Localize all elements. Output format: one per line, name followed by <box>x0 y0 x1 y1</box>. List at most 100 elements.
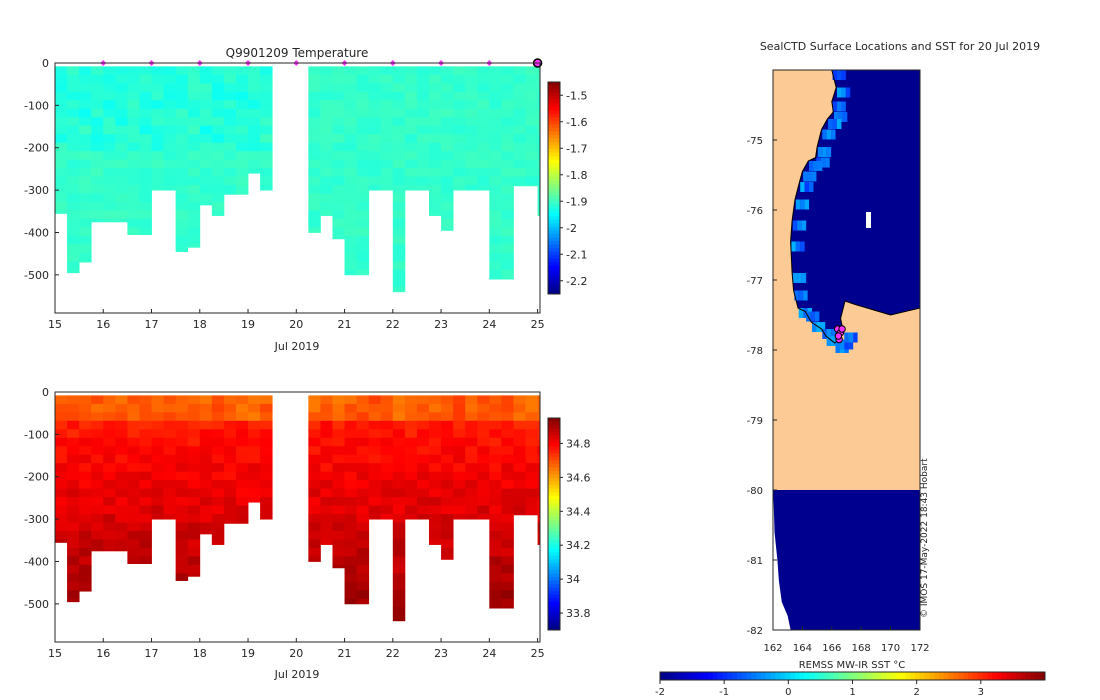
data-cell <box>260 412 273 422</box>
colorbar-step <box>698 672 704 680</box>
x-tick-label: 22 <box>386 647 400 660</box>
data-cell <box>235 91 249 101</box>
data-cell <box>139 142 152 152</box>
data-cell <box>537 480 540 490</box>
colorbar-tick-label: -1.7 <box>566 142 587 155</box>
data-cell <box>175 437 189 447</box>
data-cell <box>308 539 321 549</box>
data-cell <box>199 142 213 152</box>
data-cell <box>344 134 358 144</box>
data-cell <box>332 142 345 152</box>
data-cell <box>260 505 273 515</box>
colorbar-step <box>548 233 560 238</box>
data-cell <box>489 454 502 464</box>
data-cell <box>67 134 80 144</box>
data-cell <box>368 117 382 127</box>
data-cell <box>429 74 442 84</box>
colorbar-step <box>660 672 666 680</box>
data-cell <box>139 201 152 211</box>
colorbar-step <box>548 481 560 486</box>
data-cell <box>356 547 370 557</box>
y-tick-label: 0 <box>42 386 49 399</box>
data-cell <box>380 83 394 93</box>
data-cell <box>308 429 321 439</box>
data-cell <box>344 142 358 152</box>
data-cell <box>308 547 321 557</box>
data-cell <box>127 142 140 152</box>
data-cell <box>489 193 502 203</box>
data-cell <box>320 505 333 515</box>
data-cell <box>489 244 502 254</box>
colorbar-step <box>674 672 680 680</box>
data-cell <box>501 480 514 490</box>
data-cell <box>392 480 406 490</box>
data-cell <box>67 598 80 603</box>
data-cell <box>453 488 466 498</box>
data-cell <box>187 420 201 430</box>
colorbar-step <box>987 672 993 680</box>
coastal-cell <box>795 241 801 252</box>
data-cell <box>199 108 213 118</box>
data-cell <box>332 74 345 84</box>
data-cell <box>416 117 430 127</box>
data-cell <box>344 201 358 211</box>
data-cell <box>537 142 540 152</box>
data-cell <box>211 395 225 405</box>
data-cell <box>211 159 225 169</box>
data-cell <box>223 159 237 169</box>
colorbar-step <box>548 82 560 87</box>
data-cell <box>344 252 358 262</box>
y-tick-label: -100 <box>24 428 49 441</box>
data-cell <box>91 159 104 169</box>
data-cell <box>175 235 189 245</box>
data-cell <box>465 151 478 161</box>
data-cell <box>91 454 104 464</box>
data-cell <box>103 193 116 203</box>
data-cell <box>453 514 466 520</box>
data-cell <box>175 497 189 506</box>
data-cell <box>404 117 418 127</box>
data-cell <box>356 497 370 506</box>
x-tick-label: 18 <box>193 318 207 331</box>
data-cell <box>308 74 321 84</box>
colorbar-step <box>548 127 560 132</box>
colorbar-step <box>958 672 964 680</box>
data-cell <box>55 74 68 84</box>
data-cell <box>199 429 213 439</box>
data-cell <box>392 269 406 279</box>
data-cell <box>175 244 189 252</box>
data-cell <box>127 522 140 532</box>
data-cell <box>308 210 321 220</box>
y-tick-label: -200 <box>24 142 49 155</box>
data-cell <box>501 125 514 135</box>
colorbar-step <box>548 478 560 483</box>
colorbar-step <box>548 156 560 161</box>
data-cell <box>501 539 514 549</box>
data-cell <box>404 403 418 413</box>
colorbar-step <box>548 241 560 246</box>
data-cell <box>67 142 80 152</box>
colorbar-step <box>548 103 560 108</box>
colorbar-step <box>548 188 560 193</box>
data-cell <box>248 446 261 456</box>
data-cell <box>199 505 213 515</box>
y-tick-label: -79 <box>747 416 763 427</box>
data-cell <box>187 446 201 456</box>
data-cell <box>308 471 321 481</box>
data-cell <box>344 125 358 135</box>
colorbar-step <box>548 283 560 288</box>
data-cell <box>441 185 454 194</box>
x-tick-label: 25 <box>531 647 545 660</box>
data-cell <box>151 159 164 169</box>
salinity-heatmap <box>55 395 540 622</box>
data-cell <box>211 185 225 194</box>
data-cell <box>465 142 478 152</box>
data-cell <box>332 210 345 220</box>
data-cell <box>187 235 201 245</box>
data-cell <box>67 514 80 523</box>
data-cell <box>453 454 466 464</box>
data-cell <box>441 463 454 473</box>
data-cell <box>344 235 358 245</box>
colorbar-step <box>857 672 863 680</box>
data-cell <box>55 471 68 481</box>
